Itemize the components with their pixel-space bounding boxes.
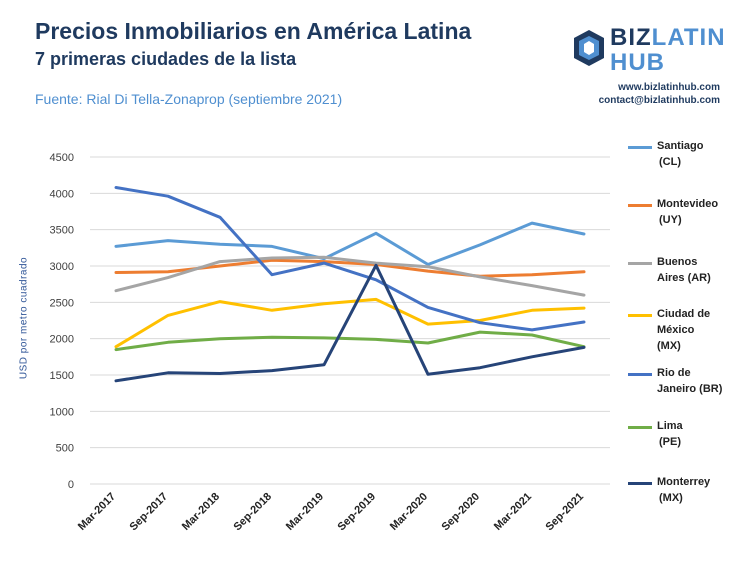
- x-tick-label: Mar-2021: [492, 491, 534, 533]
- legend-label-line: (CL): [659, 156, 681, 168]
- legend-label-line: Ciudad de: [657, 308, 711, 320]
- logo-wordmark-top: BIZLATIN: [610, 24, 726, 51]
- legend-label-line: México: [657, 324, 695, 336]
- x-tick-label: Mar-2017: [76, 491, 118, 533]
- legend-swatch: [628, 373, 652, 376]
- y-tick-label: 3500: [50, 225, 74, 237]
- legend-swatch: [628, 262, 652, 265]
- chart-title: Precios Inmobiliarios en América Latina: [35, 18, 472, 44]
- legend-label-line: Buenos: [657, 256, 698, 268]
- x-tick-label: Mar-2020: [388, 491, 430, 533]
- series-line: [114, 297, 586, 349]
- cube-icon: [574, 30, 604, 66]
- brand-logo: BIZLATIN HUB: [572, 22, 725, 80]
- y-tick-label: 500: [56, 443, 74, 455]
- x-tick-label: Sep-2020: [439, 491, 482, 534]
- legend-label: Buenos Aires (AR): [657, 254, 752, 286]
- chart-source: Fuente: Rial Di Tella-Zonaprop (septiemb…: [35, 91, 343, 107]
- legend-label-line: Rio de: [657, 367, 691, 379]
- y-tick-label: 4500: [50, 152, 74, 164]
- y-tick-label: 2000: [50, 334, 74, 346]
- legend-label-line: Janeiro (BR): [657, 383, 723, 395]
- legend-label: Ciudad de México (MX): [657, 306, 752, 354]
- legend-label: Monterrey (MX): [657, 474, 752, 506]
- legend-label-line: Lima: [657, 420, 683, 432]
- legend-label: Santiago (CL): [657, 138, 752, 170]
- y-tick-label: 2500: [50, 297, 74, 309]
- y-tick-label: 1500: [50, 370, 74, 382]
- legend-label-line: Monterrey: [657, 476, 711, 488]
- x-tick-label: Mar-2018: [180, 491, 222, 533]
- legend-swatch: [628, 314, 652, 317]
- y-tick-label: 3000: [50, 261, 74, 273]
- x-tick-label: Sep-2019: [335, 491, 378, 534]
- legend-label-line: (PE): [659, 436, 681, 448]
- y-tick-label: 0: [68, 479, 74, 491]
- legend-label-line: Aires (AR): [657, 272, 711, 284]
- legend-label-line: (UY): [659, 214, 682, 226]
- legend-label-line: (MX): [657, 340, 681, 352]
- legend-swatch: [628, 426, 652, 429]
- series-line: [114, 258, 586, 278]
- series-line: [114, 221, 586, 266]
- legend-swatch: [628, 482, 652, 485]
- website-text: www.bizlatinhub.com: [618, 82, 720, 93]
- legend-swatch: [628, 204, 652, 207]
- logo-wordmark-bottom: HUB: [610, 49, 665, 76]
- legend-label: Montevideo (UY): [657, 196, 752, 228]
- series-line: [114, 186, 586, 332]
- legend-label-line: Santiago: [657, 140, 704, 152]
- legend-label: Rio de Janeiro (BR): [657, 365, 752, 397]
- chart-subtitle: 7 primeras ciudades de la lista: [35, 49, 297, 69]
- x-tick-label: Mar-2019: [284, 491, 326, 533]
- series-line: [114, 255, 586, 297]
- y-tick-label: 4000: [50, 188, 74, 200]
- series-line: [114, 330, 586, 352]
- legend-label-line: Montevideo: [657, 198, 719, 210]
- legend-swatch: [628, 146, 652, 149]
- y-tick-label: 1000: [50, 406, 74, 418]
- x-tick-label: Sep-2021: [543, 491, 586, 534]
- legend-label: Lima (PE): [657, 418, 752, 450]
- series-line: [114, 263, 586, 383]
- email-text: contact@bizlatinhub.com: [598, 95, 720, 106]
- x-tick-label: Sep-2018: [231, 491, 274, 534]
- x-tick-label: Sep-2017: [127, 491, 170, 534]
- legend-label-line: (MX): [659, 492, 683, 504]
